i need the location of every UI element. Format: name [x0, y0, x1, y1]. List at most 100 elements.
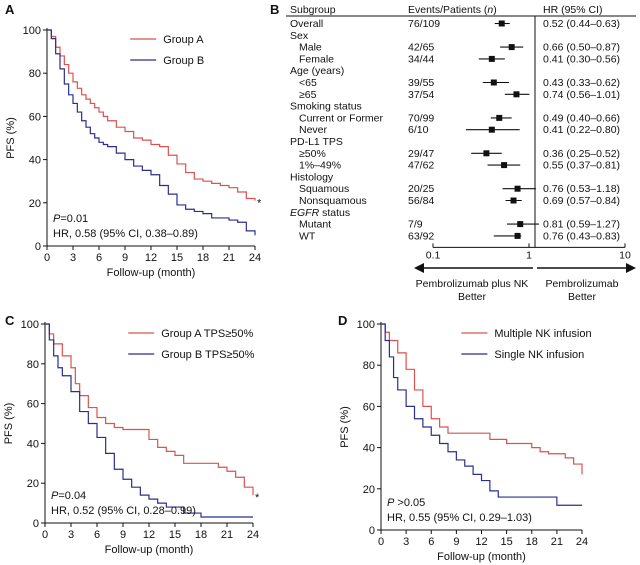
subgroup-header: EGFR status: [290, 207, 350, 219]
y-tick-label: 100: [23, 25, 41, 37]
events-value: 6/10: [408, 124, 429, 136]
column-header-events: Events/Patients (n): [408, 4, 497, 16]
x-tick-label: 15: [501, 536, 513, 548]
y-tick-label: 80: [363, 360, 375, 372]
hr-value: 0.74 (0.56–1.01): [543, 89, 620, 101]
hazard-ratio: HR, 0.58 (95% CI, 0.38–0.89): [53, 228, 198, 240]
x-tick-label: 9: [120, 529, 126, 541]
favors-left-label: Better: [458, 291, 487, 303]
subgroup-header-rest: status: [319, 207, 350, 219]
x-axis-label: Follow-up (month): [437, 551, 526, 563]
hr-point: [498, 20, 505, 27]
events-value: 56/84: [408, 195, 434, 207]
forest-tick-label: 0.1: [426, 249, 441, 261]
p-label: P: [51, 490, 59, 502]
hr-point: [514, 232, 521, 239]
y-tick-label: 60: [363, 401, 375, 413]
hr-point: [508, 44, 515, 51]
events-value: 70/99: [408, 112, 434, 124]
p-label: P: [53, 213, 61, 225]
column-header-hr: HR (95% CI): [543, 4, 603, 16]
events-header-close: ): [493, 4, 497, 16]
y-tick-label: 60: [27, 399, 39, 411]
events-header-text: Events/Patients (: [408, 4, 488, 16]
y-tick-label: 0: [35, 241, 41, 253]
p-value: P=0.04: [51, 490, 86, 502]
x-tick-label: 0: [378, 536, 384, 548]
y-tick-label: 20: [363, 484, 375, 496]
x-tick-label: 24: [247, 529, 259, 541]
x-tick-label: 21: [551, 536, 563, 548]
subgroup-label: ≥50%: [299, 148, 326, 160]
legend-label: Group A TPS≥50%: [161, 328, 253, 340]
subgroup-label: Mutant: [299, 219, 331, 231]
forest-tick-label: 1: [526, 249, 532, 261]
favors-right-label: Better: [568, 291, 597, 303]
x-tick-label: 18: [197, 252, 209, 264]
events-value: 29/47: [408, 148, 434, 160]
y-tick-label: 40: [27, 438, 39, 450]
subgroup-label: <65: [299, 77, 317, 89]
events-value: 76/109: [408, 18, 440, 30]
x-tick-label: 3: [403, 536, 409, 548]
subgroup-label: Squamous: [299, 183, 349, 195]
hr-value: 0.66 (0.50–0.87): [543, 42, 620, 54]
x-tick-label: 6: [94, 529, 100, 541]
x-axis-label: Follow-up (month): [105, 544, 194, 556]
hr-point: [488, 126, 495, 133]
p-label: P: [387, 497, 395, 509]
hr-point: [490, 79, 497, 86]
hr-point: [488, 55, 495, 62]
km-curve-group-b: [47, 29, 256, 236]
hr-value: 0.36 (0.25–0.52): [543, 148, 620, 160]
forest-tick-label: 10: [619, 249, 631, 261]
p-value-text: =0.04: [58, 490, 86, 502]
y-axis-label: PFS (%): [3, 403, 15, 445]
km-curve-group-a: [381, 323, 583, 475]
legend-label: Group B TPS≥50%: [161, 349, 254, 361]
y-tick-label: 0: [33, 518, 39, 530]
significance-marker: *: [257, 198, 262, 210]
y-tick-label: 60: [29, 111, 41, 123]
km-curve-group-b: [45, 323, 253, 518]
legend-label: Multiple NK infusion: [494, 328, 591, 340]
y-tick-label: 20: [27, 478, 39, 490]
y-axis-label: PFS (%): [339, 406, 351, 448]
y-tick-label: 20: [29, 198, 41, 210]
hr-value: 0.69 (0.57–0.84): [543, 195, 620, 207]
x-tick-label: 18: [195, 529, 207, 541]
hr-value: 0.76 (0.53–1.18): [543, 183, 620, 195]
events-value: 47/62: [408, 160, 434, 172]
x-tick-label: 6: [428, 536, 434, 548]
y-tick-label: 80: [29, 68, 41, 80]
y-tick-label: 40: [29, 155, 41, 167]
subgroup-label: Current or Former: [299, 112, 384, 124]
km-curve-group-a: [45, 323, 254, 496]
subgroup-label: Never: [299, 124, 328, 136]
hazard-ratio: HR, 0.52 (95% CI, 0.28–0.99): [51, 505, 196, 517]
x-tick-label: 24: [576, 536, 588, 548]
subgroup-header: PD-L1 TPS: [290, 136, 343, 148]
hr-value: 0.43 (0.33–0.62): [543, 77, 620, 89]
y-tick-label: 100: [357, 319, 375, 331]
x-tick-label: 18: [526, 536, 538, 548]
hazard-ratio: HR, 0.55 (95% CI, 0.29–1.03): [387, 512, 532, 524]
x-tick-label: 12: [475, 536, 487, 548]
events-value: 39/55: [408, 77, 434, 89]
y-axis-label: PFS (%): [5, 117, 17, 159]
x-axis-label: Follow-up (month): [107, 267, 196, 279]
events-value: 34/44: [408, 53, 434, 65]
significance-marker: *: [255, 492, 260, 504]
hr-value: 0.41 (0.30–0.56): [543, 53, 620, 65]
arrow-head-left: [414, 263, 424, 273]
subgroup-header: Sex: [290, 30, 309, 42]
hr-value: 0.76 (0.43–0.83): [543, 230, 620, 242]
subgroup-label: ≥65: [299, 89, 317, 101]
subgroup-header: Age (years): [290, 65, 344, 77]
hr-point: [517, 221, 524, 228]
hr-point: [501, 162, 508, 169]
p-value: P=0.01: [53, 213, 88, 225]
x-tick-label: 21: [221, 529, 233, 541]
arrow-head-right: [626, 263, 636, 273]
